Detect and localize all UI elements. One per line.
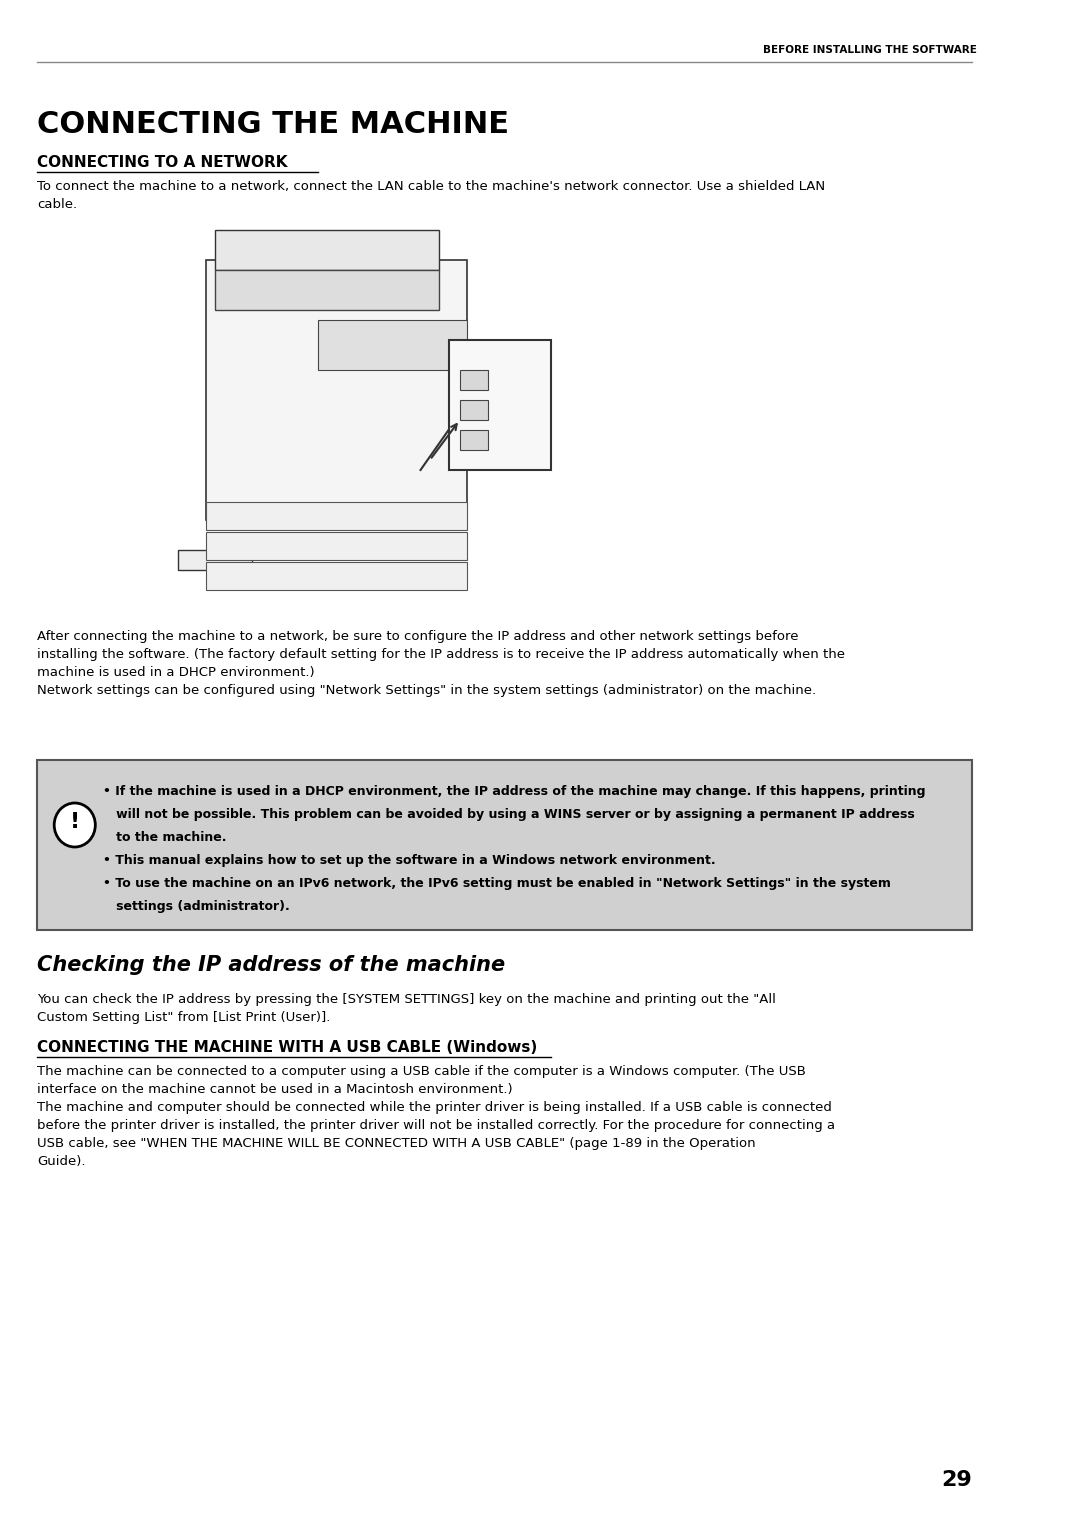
Text: • To use the machine on an IPv6 network, the IPv6 setting must be enabled in "Ne: • To use the machine on an IPv6 network,…: [103, 877, 891, 889]
Text: CONNECTING TO A NETWORK: CONNECTING TO A NETWORK: [38, 154, 288, 170]
FancyBboxPatch shape: [38, 759, 972, 931]
Text: !: !: [70, 811, 80, 833]
Text: 29: 29: [941, 1470, 972, 1490]
FancyBboxPatch shape: [460, 370, 488, 390]
FancyBboxPatch shape: [215, 231, 440, 270]
FancyBboxPatch shape: [177, 550, 253, 570]
Text: settings (administrator).: settings (administrator).: [103, 900, 289, 914]
FancyBboxPatch shape: [215, 270, 440, 310]
FancyBboxPatch shape: [205, 260, 468, 520]
Circle shape: [54, 804, 95, 847]
Text: CONNECTING THE MACHINE WITH A USB CABLE (Windows): CONNECTING THE MACHINE WITH A USB CABLE …: [38, 1041, 538, 1054]
Text: You can check the IP address by pressing the [SYSTEM SETTINGS] key on the machin: You can check the IP address by pressing…: [38, 993, 777, 1024]
Text: • This manual explains how to set up the software in a Windows network environme: • This manual explains how to set up the…: [103, 854, 715, 866]
Text: The machine can be connected to a computer using a USB cable if the computer is : The machine can be connected to a comput…: [38, 1065, 836, 1167]
Text: Checking the IP address of the machine: Checking the IP address of the machine: [38, 955, 505, 975]
Text: • If the machine is used in a DHCP environment, the IP address of the machine ma: • If the machine is used in a DHCP envir…: [103, 785, 926, 798]
FancyBboxPatch shape: [205, 503, 468, 530]
Text: After connecting the machine to a network, be sure to configure the IP address a: After connecting the machine to a networ…: [38, 630, 846, 697]
Text: To connect the machine to a network, connect the LAN cable to the machine's netw: To connect the machine to a network, con…: [38, 180, 825, 211]
FancyBboxPatch shape: [318, 319, 468, 370]
FancyBboxPatch shape: [205, 532, 468, 559]
FancyBboxPatch shape: [460, 429, 488, 451]
FancyBboxPatch shape: [205, 562, 468, 590]
Text: will not be possible. This problem can be avoided by using a WINS server or by a: will not be possible. This problem can b…: [103, 808, 915, 821]
FancyBboxPatch shape: [448, 341, 552, 471]
Text: BEFORE INSTALLING THE SOFTWARE: BEFORE INSTALLING THE SOFTWARE: [762, 44, 976, 55]
FancyBboxPatch shape: [460, 400, 488, 420]
Text: CONNECTING THE MACHINE: CONNECTING THE MACHINE: [38, 110, 510, 139]
Text: to the machine.: to the machine.: [103, 831, 227, 843]
